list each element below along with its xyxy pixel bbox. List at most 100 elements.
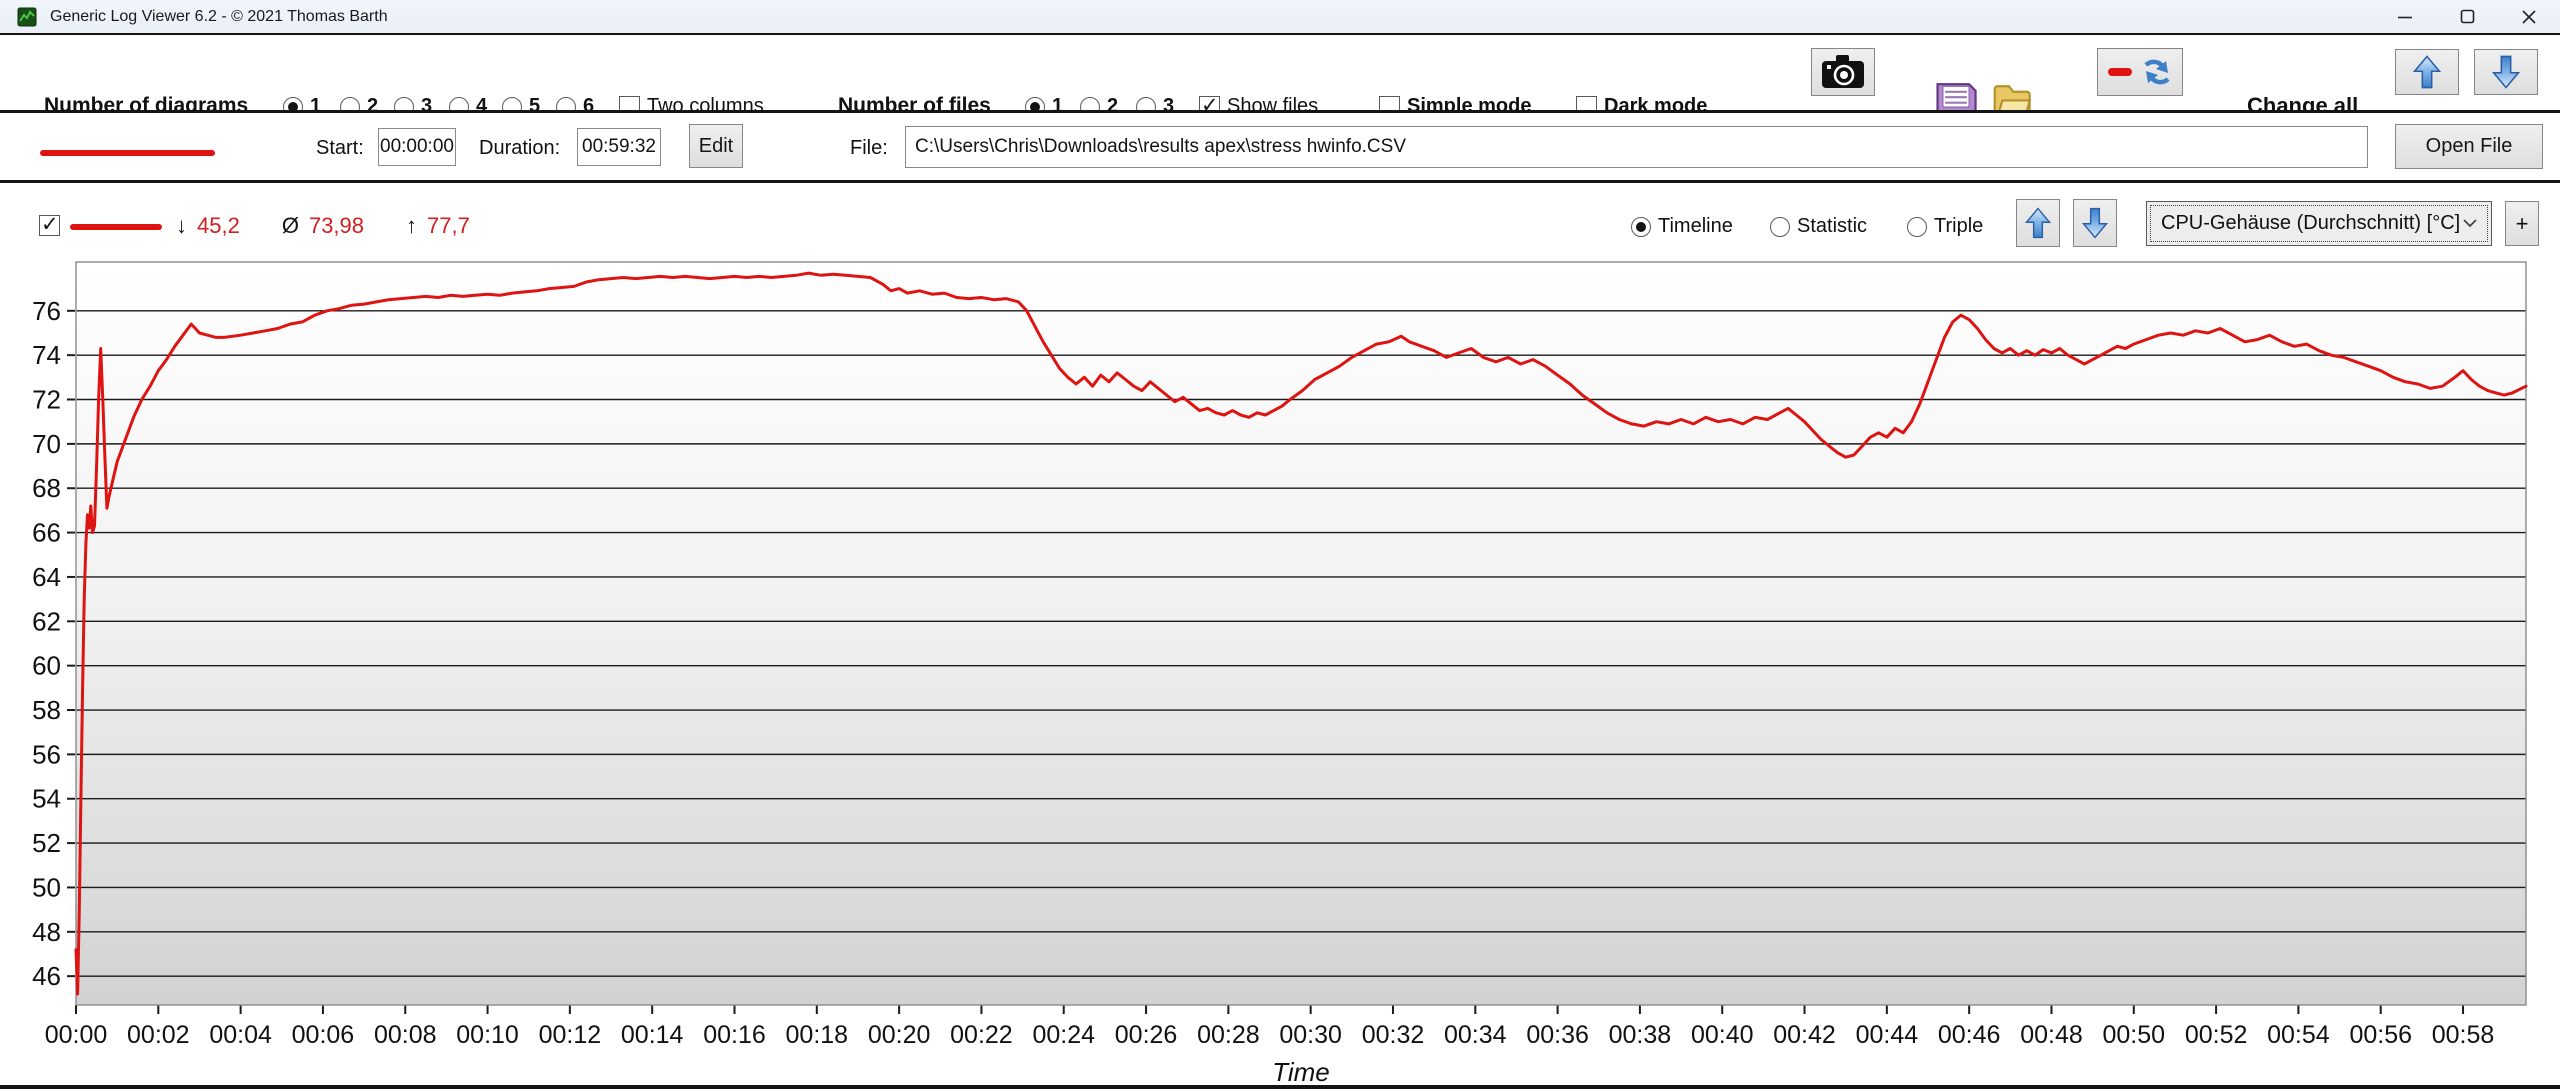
svg-text:00:24: 00:24 xyxy=(1032,1021,1095,1049)
radio-mode-triple[interactable]: Triple xyxy=(1907,215,1983,238)
edit-button[interactable]: Edit xyxy=(689,124,743,168)
svg-text:00:04: 00:04 xyxy=(209,1021,272,1049)
svg-text:00:54: 00:54 xyxy=(2267,1021,2330,1049)
svg-text:00:44: 00:44 xyxy=(1856,1021,1919,1049)
svg-text:00:40: 00:40 xyxy=(1691,1021,1754,1049)
svg-text:50: 50 xyxy=(32,872,61,902)
svg-text:00:50: 00:50 xyxy=(2103,1021,2166,1049)
svg-text:00:14: 00:14 xyxy=(621,1021,684,1049)
svg-text:62: 62 xyxy=(32,606,61,636)
svg-text:58: 58 xyxy=(32,695,61,725)
maximize-icon[interactable] xyxy=(2436,0,2498,33)
svg-text:00:52: 00:52 xyxy=(2185,1021,2248,1049)
move-down-icon xyxy=(2082,207,2108,239)
svg-text:70: 70 xyxy=(32,429,61,459)
svg-text:00:08: 00:08 xyxy=(374,1021,437,1049)
series-color-sample xyxy=(40,150,215,156)
svg-text:56: 56 xyxy=(32,739,61,769)
radio-icon[interactable] xyxy=(1631,216,1651,237)
reset-zoom-button[interactable] xyxy=(2097,48,2183,96)
change-all-up-button[interactable] xyxy=(2395,49,2459,95)
open-file-button[interactable]: Open File xyxy=(2395,124,2543,169)
chevron-down-icon xyxy=(2463,219,2477,228)
min-value: 45,2 xyxy=(197,213,240,238)
sensor-up-button[interactable] xyxy=(2016,199,2060,247)
svg-text:48: 48 xyxy=(32,917,61,947)
separator xyxy=(0,180,2560,183)
svg-text:64: 64 xyxy=(32,562,61,592)
svg-text:00:30: 00:30 xyxy=(1279,1021,1342,1049)
app-logo-icon xyxy=(17,7,37,26)
separator xyxy=(0,33,2560,35)
reset-zoom-icon xyxy=(2108,59,2170,85)
svg-text:00:00: 00:00 xyxy=(45,1021,108,1049)
window-title: Generic Log Viewer 6.2 - © 2021 Thomas B… xyxy=(50,7,388,25)
svg-text:76: 76 xyxy=(32,296,61,326)
move-up-icon xyxy=(2025,207,2051,239)
minimize-icon[interactable] xyxy=(2374,0,2436,33)
file-path-input[interactable] xyxy=(905,126,2368,168)
move-down-icon xyxy=(2492,55,2520,89)
radio-mode-statistic[interactable]: Statistic xyxy=(1770,215,1867,238)
camera-icon xyxy=(1822,55,1864,88)
avg-value: 73,98 xyxy=(308,213,365,238)
svg-text:46: 46 xyxy=(32,961,61,991)
radio-icon[interactable] xyxy=(1770,216,1790,237)
svg-text:00:42: 00:42 xyxy=(1773,1021,1836,1049)
close-icon[interactable] xyxy=(2498,0,2560,33)
sensor-select-value: CPU-Gehäuse (Durchschnitt) [°C] xyxy=(2161,212,2461,234)
titlebar: Generic Log Viewer 6.2 - © 2021 Thomas B… xyxy=(0,0,2560,33)
series-stats: ↓ 45,2 Ø 73,98 ↑ 77,7 xyxy=(176,213,470,239)
main-toolbar: Number of diagrams 1 2 3 4 5 6 Two colum… xyxy=(0,35,2560,131)
svg-text:00:32: 00:32 xyxy=(1362,1021,1425,1049)
svg-text:00:56: 00:56 xyxy=(2349,1021,2412,1049)
max-value: 77,7 xyxy=(427,213,470,238)
svg-text:52: 52 xyxy=(32,828,61,858)
svg-text:74: 74 xyxy=(32,340,61,370)
sensor-down-button[interactable] xyxy=(2073,199,2117,247)
series-visible-checkbox[interactable] xyxy=(39,212,60,237)
window-controls xyxy=(2374,0,2560,33)
temperature-chart: 46 48 50 52 54 56 58 60 62 64 66 68 70 72 74 76 00:00 00:… xyxy=(0,255,2560,1091)
duration-input[interactable] xyxy=(577,128,661,166)
svg-text:60: 60 xyxy=(32,651,61,681)
svg-text:00:26: 00:26 xyxy=(1115,1021,1178,1049)
svg-text:00:28: 00:28 xyxy=(1197,1021,1260,1049)
svg-text:54: 54 xyxy=(32,784,61,814)
file-label: File: xyxy=(850,137,888,159)
avg-symbol: Ø xyxy=(281,213,299,238)
start-label: Start: xyxy=(316,137,364,159)
svg-text:00:48: 00:48 xyxy=(2020,1021,2083,1049)
radio-mode-timeline[interactable]: Timeline xyxy=(1631,215,1733,238)
svg-text:00:16: 00:16 xyxy=(703,1021,766,1049)
start-time-input[interactable] xyxy=(378,128,456,166)
svg-text:00:12: 00:12 xyxy=(539,1021,602,1049)
diagram-header: ↓ 45,2 Ø 73,98 ↑ 77,7 Timeline Statistic… xyxy=(0,183,2560,255)
duration-label: Duration: xyxy=(479,137,561,159)
file-toolbar: Start: Duration: Edit File: Open File xyxy=(0,113,2560,180)
min-arrow-icon: ↓ xyxy=(176,213,187,238)
svg-text:00:02: 00:02 xyxy=(127,1021,190,1049)
svg-text:00:46: 00:46 xyxy=(1938,1021,2001,1049)
separator xyxy=(0,110,2560,113)
svg-text:00:22: 00:22 xyxy=(950,1021,1013,1049)
svg-text:72: 72 xyxy=(32,385,61,415)
add-sensor-button[interactable]: + xyxy=(2505,201,2539,246)
svg-text:00:20: 00:20 xyxy=(868,1021,931,1049)
svg-text:Time: Time xyxy=(1272,1057,1330,1087)
svg-text:00:10: 00:10 xyxy=(456,1021,519,1049)
series-color-sample xyxy=(70,224,162,230)
radio-icon[interactable] xyxy=(1907,216,1927,237)
svg-text:00:38: 00:38 xyxy=(1609,1021,1672,1049)
screenshot-button[interactable] xyxy=(1811,48,1875,96)
move-up-icon xyxy=(2413,55,2441,89)
window-bottom-border xyxy=(0,1085,2560,1089)
svg-text:00:58: 00:58 xyxy=(2432,1021,2495,1049)
sensor-select[interactable]: CPU-Gehäuse (Durchschnitt) [°C] xyxy=(2146,201,2492,246)
change-all-down-button[interactable] xyxy=(2474,49,2538,95)
svg-text:00:06: 00:06 xyxy=(292,1021,355,1049)
svg-text:00:34: 00:34 xyxy=(1444,1021,1507,1049)
svg-text:00:36: 00:36 xyxy=(1526,1021,1589,1049)
svg-text:68: 68 xyxy=(32,473,61,503)
